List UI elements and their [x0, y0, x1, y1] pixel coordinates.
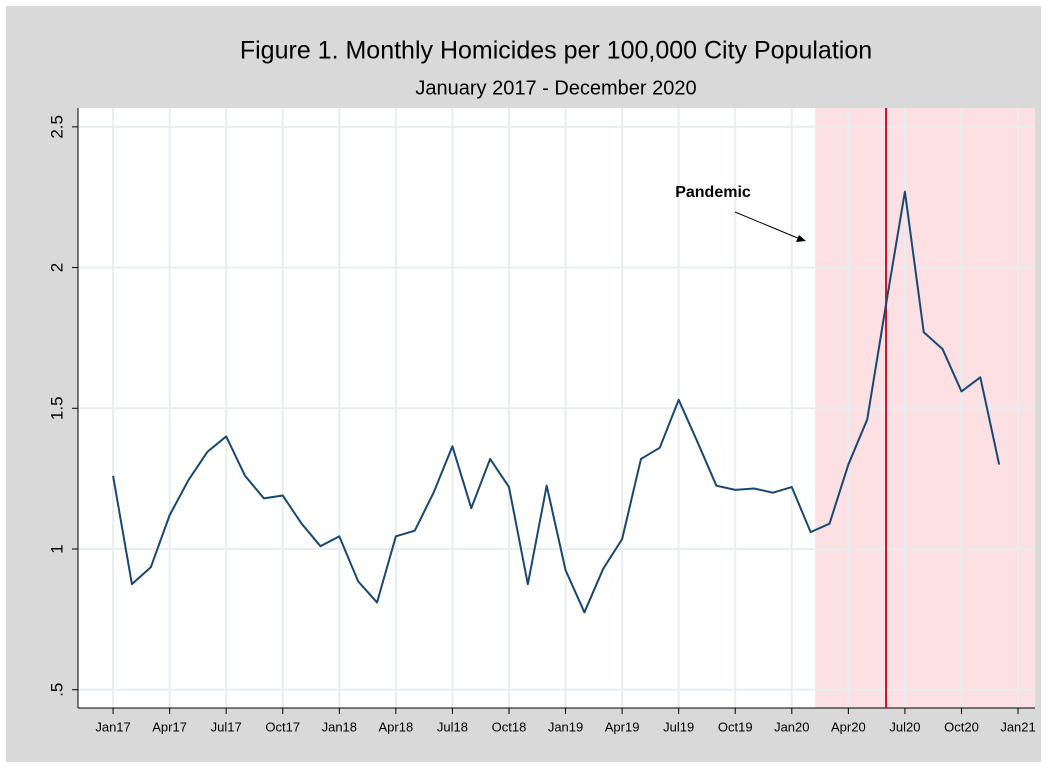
chart-title: Figure 1. Monthly Homicides per 100,000 …	[240, 37, 872, 65]
x-tick-label: Jan21	[1000, 719, 1035, 734]
x-tick-label: Apr18	[379, 719, 414, 734]
x-tick-label: Jul20	[889, 719, 920, 734]
x-tick-label: Jan19	[548, 719, 583, 734]
x-tick-label: Jul19	[663, 719, 694, 734]
plot-layer: Jan17 Apr17 Jul17 Oct17 Jan18 Apr18 Jul18 Oct18…	[47, 108, 1036, 734]
y-tick-label: 2.5	[47, 115, 66, 139]
x-tick-label: Oct20	[944, 719, 979, 734]
y-tick-label: .5	[47, 683, 66, 697]
x-tick-label: Oct18	[492, 719, 527, 734]
x-tick-label: Apr19	[605, 719, 640, 734]
chart-subtitle: January 2017 - December 2020	[415, 77, 696, 99]
annotation-arrow	[734, 211, 801, 240]
x-tick-label: Jul18	[437, 719, 468, 734]
x-tick-label: Jan17	[95, 719, 130, 734]
x-tick-label: Oct17	[265, 719, 300, 734]
y-tick-label: 2	[47, 263, 66, 272]
x-tick-label: Jan20	[774, 719, 809, 734]
x-tick-label: Jan18	[322, 719, 357, 734]
data-line	[112, 190, 1001, 614]
x-tick-label: Jul17	[211, 719, 242, 734]
x-tick-label: Apr17	[152, 719, 187, 734]
annotation: Pandemic	[675, 184, 751, 201]
x-tick-label: Oct19	[718, 719, 753, 734]
x-tick-label: Apr20	[831, 719, 866, 734]
y-tick-label: 1	[47, 544, 66, 553]
arrow-head	[796, 235, 806, 242]
y-tick-label: 1.5	[47, 396, 66, 420]
